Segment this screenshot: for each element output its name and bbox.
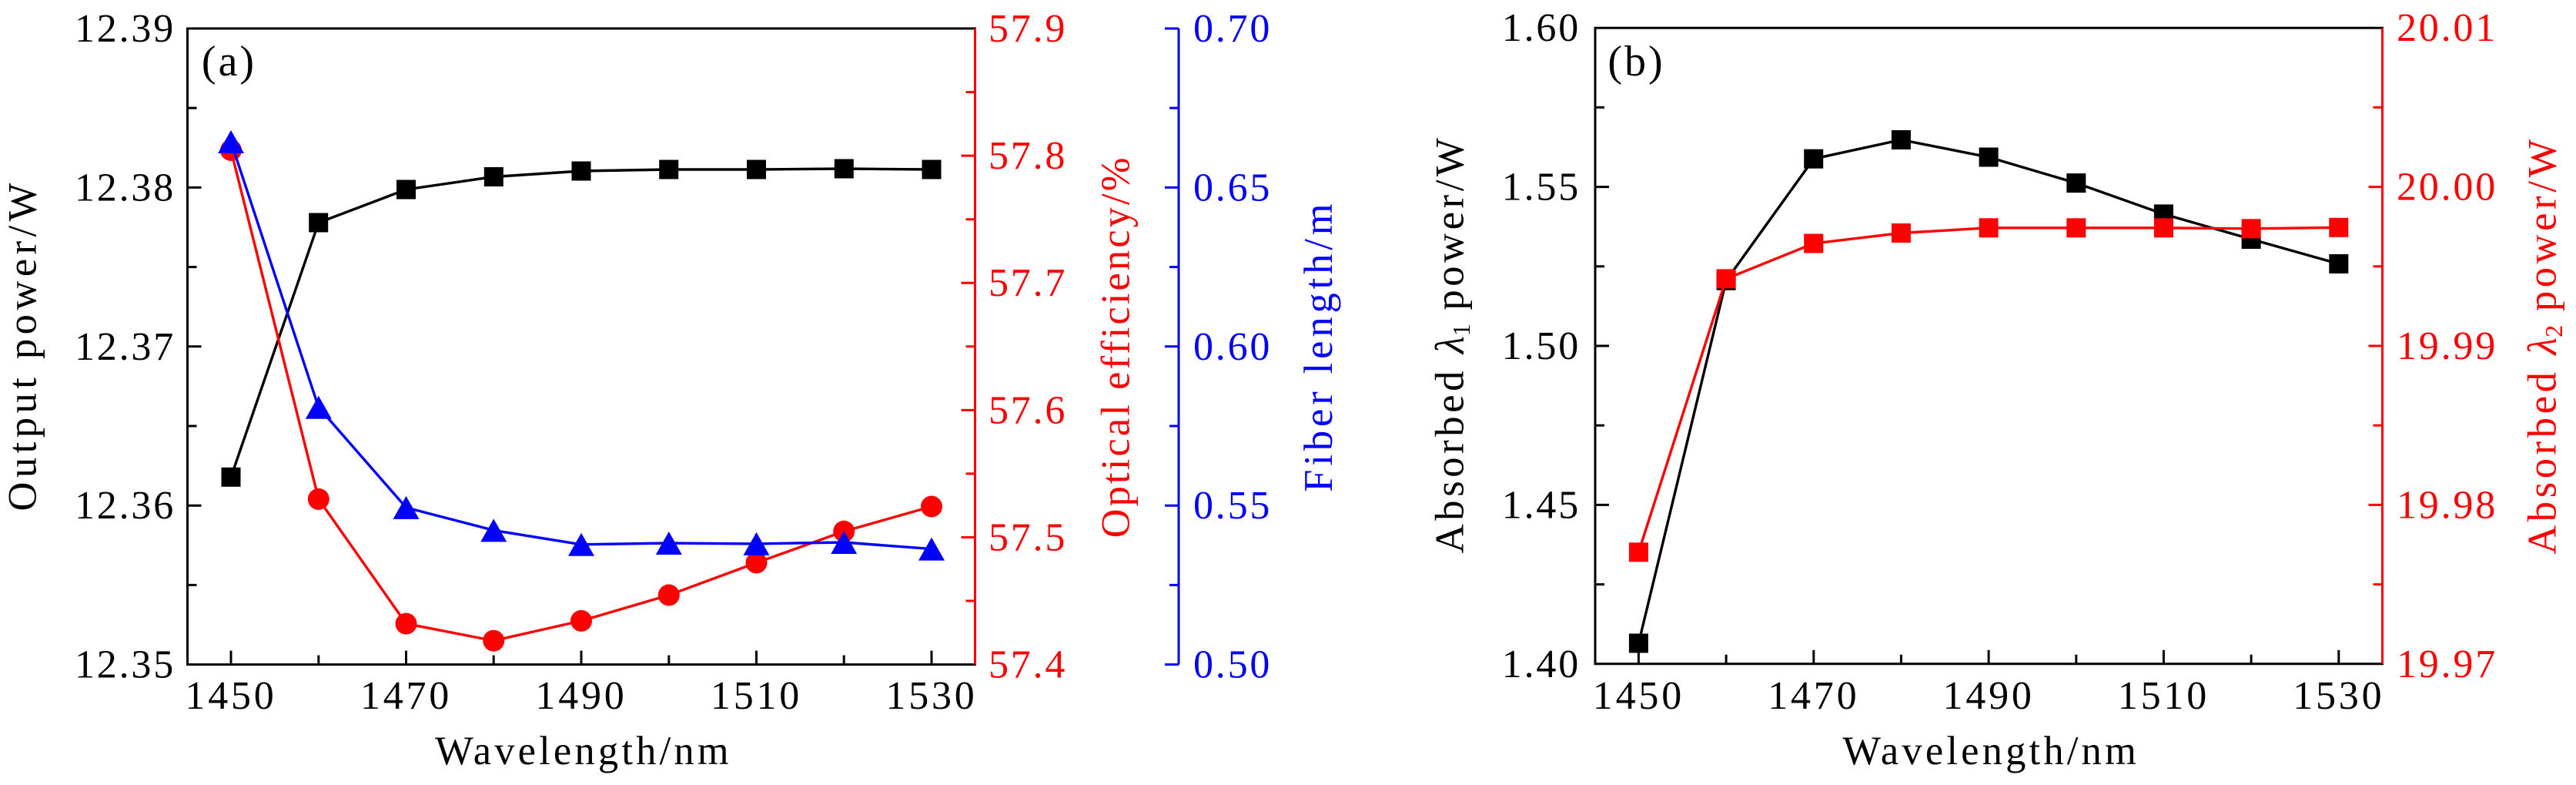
svg-text:57.8: 57.8	[989, 134, 1067, 178]
svg-text:0.50: 0.50	[1193, 643, 1272, 687]
svg-text:Output power/W: Output power/W	[1, 179, 45, 511]
svg-text:57.5: 57.5	[989, 516, 1067, 560]
svg-text:12.35: 12.35	[75, 643, 176, 687]
svg-text:Wavelength/nm: Wavelength/nm	[1842, 729, 2139, 773]
svg-text:1450: 1450	[1593, 674, 1684, 718]
svg-text:19.97: 19.97	[2397, 642, 2497, 686]
svg-text:(b): (b)	[1607, 38, 1664, 86]
svg-text:1510: 1510	[711, 674, 802, 718]
svg-text:1.55: 1.55	[1502, 166, 1581, 210]
svg-text:12.37: 12.37	[75, 325, 176, 369]
svg-text:0.55: 0.55	[1193, 484, 1272, 528]
svg-text:1530: 1530	[2293, 674, 2384, 718]
svg-text:19.99: 19.99	[2397, 324, 2497, 368]
svg-text:57.7: 57.7	[989, 261, 1067, 305]
svg-text:1.40: 1.40	[1502, 642, 1581, 686]
svg-text:57.4: 57.4	[989, 643, 1067, 687]
svg-text:20.01: 20.01	[2397, 6, 2497, 50]
svg-text:1.45: 1.45	[1502, 483, 1581, 527]
svg-text:12.36: 12.36	[75, 484, 176, 528]
svg-text:57.6: 57.6	[989, 388, 1067, 432]
svg-text:1490: 1490	[1942, 674, 2034, 718]
svg-text:20.00: 20.00	[2397, 166, 2497, 210]
svg-text:(a): (a)	[202, 38, 256, 86]
svg-text:Absorbed λ1 power/W: Absorbed λ1 power/W	[1428, 135, 1476, 554]
svg-text:0.70: 0.70	[1193, 7, 1272, 51]
svg-text:1530: 1530	[885, 674, 977, 718]
svg-text:57.9: 57.9	[989, 7, 1067, 51]
svg-text:Absorbed λ2 power/W: Absorbed λ2 power/W	[2520, 136, 2568, 555]
svg-text:1450: 1450	[185, 674, 276, 718]
svg-text:1.50: 1.50	[1502, 324, 1581, 368]
svg-text:19.98: 19.98	[2397, 483, 2497, 527]
svg-text:0.60: 0.60	[1193, 325, 1272, 369]
svg-text:1510: 1510	[2118, 674, 2210, 718]
svg-text:12.38: 12.38	[75, 166, 176, 210]
svg-text:0.65: 0.65	[1193, 166, 1272, 210]
svg-text:Fiber length/m: Fiber length/m	[1296, 200, 1341, 491]
svg-text:Optical efficiency/%: Optical efficiency/%	[1094, 155, 1139, 538]
svg-text:1490: 1490	[535, 674, 627, 718]
svg-text:Wavelength/nm: Wavelength/nm	[435, 729, 732, 773]
svg-text:1470: 1470	[1768, 674, 1859, 718]
svg-text:1470: 1470	[360, 674, 452, 718]
svg-text:12.39: 12.39	[75, 7, 176, 51]
svg-text:1.60: 1.60	[1502, 6, 1581, 50]
